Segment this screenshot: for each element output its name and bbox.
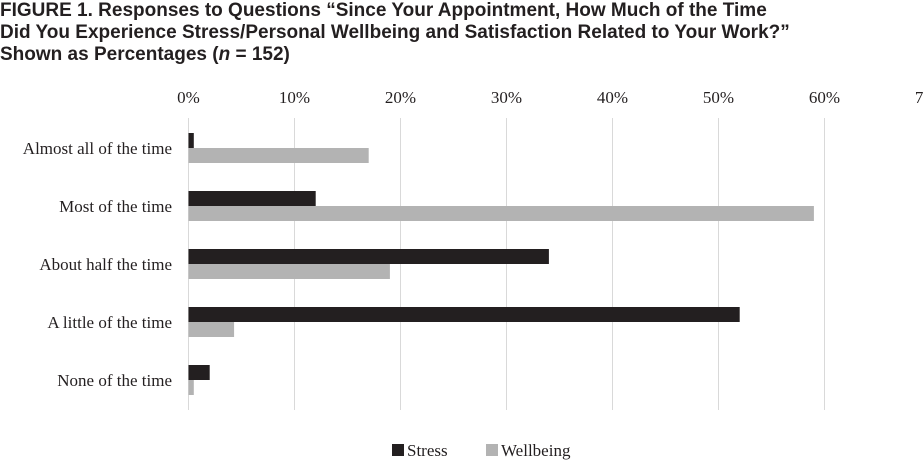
- bar-wellbeing: [188, 206, 814, 221]
- x-tick-label: 30%: [491, 88, 522, 107]
- figure-title-line-2: Did You Experience Stress/Personal Wellb…: [0, 22, 790, 43]
- category-label: Almost all of the time: [23, 139, 172, 158]
- legend-label-stress: Stress: [407, 441, 448, 460]
- bar-stress: [188, 133, 194, 148]
- x-tick-label: 40%: [597, 88, 628, 107]
- bar-wellbeing: [188, 380, 194, 395]
- category-label: Most of the time: [59, 197, 172, 216]
- x-tick-label: 10%: [279, 88, 310, 107]
- x-tick-label: 0%: [177, 88, 200, 107]
- category-labels: Almost all of the time Most of the time Ab…: [23, 139, 172, 390]
- x-tick-label: 70%: [915, 88, 924, 107]
- bar-stress: [188, 307, 740, 322]
- bar-wellbeing: [188, 148, 369, 163]
- figure-title-line-3-prefix: Shown as Percentages (: [0, 44, 219, 65]
- x-tick-label: 60%: [809, 88, 840, 107]
- figure-title-line-1: FIGURE 1. Responses to Questions “Since …: [0, 0, 767, 21]
- figure-title-line-3-suffix: = 152): [230, 44, 290, 65]
- figure-title-line-3: Shown as Percentages (n = 152): [0, 44, 924, 66]
- bar-stress: [188, 191, 316, 206]
- category-label: A little of the time: [47, 313, 172, 332]
- figure-title: FIGURE 1. Responses to Questions “Since …: [0, 0, 924, 66]
- bar-stress: [188, 365, 210, 380]
- legend-swatch-stress: [392, 444, 404, 456]
- x-tick-label: 50%: [703, 88, 734, 107]
- legend-swatch-wellbeing: [486, 444, 498, 456]
- figure-title-n-symbol: n: [218, 44, 231, 65]
- x-tick-label: 20%: [385, 88, 416, 107]
- bar-wellbeing: [188, 264, 390, 279]
- legend: Stress Wellbeing: [392, 441, 571, 460]
- x-axis-ticks: 0% 10% 20% 30% 40% 50% 60% 70%: [177, 88, 924, 107]
- bar-wellbeing: [188, 322, 235, 337]
- category-label: About half the time: [39, 255, 172, 274]
- bar-stress: [188, 249, 549, 264]
- category-label: None of the time: [57, 371, 172, 390]
- legend-label-wellbeing: Wellbeing: [501, 441, 571, 460]
- bars: [188, 133, 814, 395]
